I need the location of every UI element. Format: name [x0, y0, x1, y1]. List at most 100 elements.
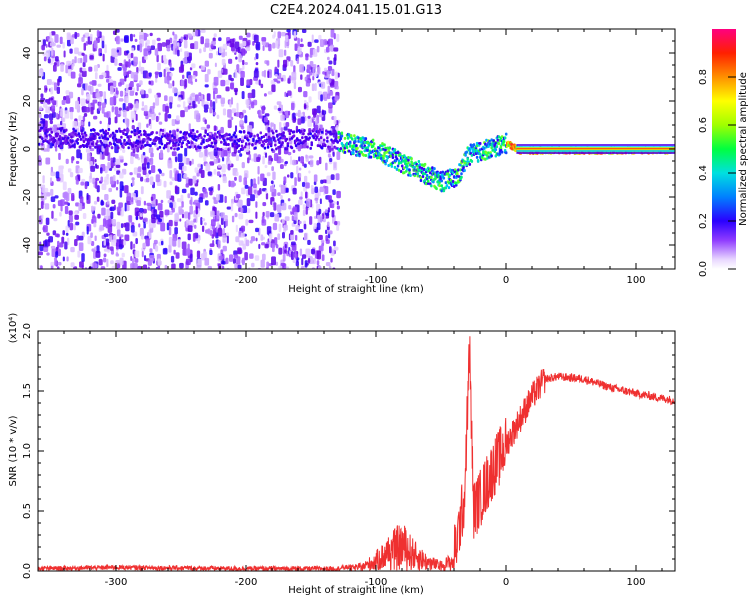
spectrogram-cell — [139, 227, 144, 237]
spectrogram-cell — [135, 132, 139, 136]
spectrogram-cell — [81, 52, 85, 56]
spectrogram-cell — [339, 137, 343, 141]
spectrogram-cell — [187, 141, 191, 145]
spectrogram-cell — [147, 266, 150, 269]
spectrogram-cell — [80, 120, 84, 126]
spectrogram-cell — [304, 260, 308, 268]
spectrogram-cell — [158, 145, 162, 149]
spectrogram-cell — [38, 106, 43, 111]
spectrogram-cell — [175, 156, 178, 163]
spectrogram-cell — [486, 156, 489, 160]
spectrogram-cell — [447, 181, 451, 185]
spectrogram-cell — [158, 121, 163, 125]
spectrogram-cell — [280, 77, 284, 82]
spectrogram-cell — [130, 255, 133, 261]
spectrogram-cell — [150, 152, 154, 158]
spectrogram-cell — [51, 143, 55, 147]
spectrogram-cell — [328, 60, 333, 65]
spectrogram-cell — [130, 225, 135, 233]
spectrogram-cell — [106, 78, 110, 83]
spectrogram-cell — [457, 168, 460, 172]
spectrogram-cell — [50, 105, 56, 112]
spectrogram-cell — [213, 33, 217, 38]
colorbar-label: Normalized spectral amplitude — [738, 72, 749, 226]
spectrogram-cell — [90, 106, 94, 115]
spectrogram-cell — [47, 58, 51, 64]
spectrogram-cell — [101, 106, 105, 114]
spectrogram-cell — [255, 227, 259, 233]
spectrogram-cell — [238, 199, 243, 209]
spectrogram-cell — [73, 145, 76, 149]
spectrogram-cell — [282, 131, 285, 135]
spectrogram-cell — [109, 246, 114, 251]
spectrogram-cell — [52, 204, 56, 209]
y-tick-label: 0 — [22, 146, 33, 152]
spectrogram-cell — [277, 59, 280, 68]
spectrogram-cell — [184, 106, 189, 113]
spectrogram-cell — [241, 259, 246, 264]
spectrogram-cell — [106, 258, 109, 268]
spectrogram-cell — [177, 198, 182, 203]
spectrogram-cell — [332, 151, 335, 157]
spectrogram-cell — [42, 175, 45, 184]
spectrogram-cell — [68, 91, 74, 99]
spectrogram-cell — [225, 143, 228, 147]
spectrogram-cell — [242, 40, 247, 47]
spectrogram-cell — [165, 142, 169, 146]
spectrogram-cell — [74, 239, 78, 247]
spectrogram-cell — [278, 146, 282, 155]
spectrogram-cell — [146, 162, 150, 169]
spectrogram-cell — [115, 164, 121, 169]
spectrogram-cell — [60, 199, 65, 207]
spectrogram-cell — [284, 110, 290, 119]
spectrogram-cell — [209, 144, 213, 148]
steady-tone-band — [516, 152, 675, 154]
spectrogram-cell — [95, 250, 101, 258]
spectrogram-cell — [240, 114, 243, 120]
spectrogram-cell — [92, 262, 97, 269]
spectrogram-cell — [81, 70, 87, 77]
spectrogram-cell — [416, 174, 420, 178]
spectrogram-cell — [76, 149, 81, 159]
colorbar-tick-label: 0.4 — [698, 165, 709, 181]
spectrogram-cell — [148, 169, 152, 175]
spectrogram-cell — [60, 120, 63, 126]
spectrogram-cell — [112, 157, 116, 163]
spectrogram-cell — [283, 59, 288, 68]
spectrogram-cell — [236, 202, 240, 207]
spectrogram-cell — [270, 122, 275, 127]
spectrogram-cell — [175, 252, 180, 259]
spectrogram-cell — [166, 190, 171, 199]
spectrogram-cell — [62, 41, 65, 49]
spectrogram-cell — [270, 148, 274, 152]
spectrogram-cell — [93, 249, 97, 259]
spectrogram-cell — [244, 62, 248, 66]
spectrogram-cell — [80, 129, 84, 133]
spectrogram-cell — [213, 158, 218, 164]
spectrogram-cell — [188, 134, 192, 138]
spectrogram-cell — [130, 151, 136, 157]
spectrogram-cell — [129, 90, 135, 96]
spectrogram-cell — [228, 180, 231, 187]
spectrogram-cell — [187, 75, 193, 84]
spectrogram-cell — [337, 135, 341, 139]
spectrogram-cell — [171, 177, 175, 181]
spectrogram-cell — [227, 109, 232, 118]
spectrogram-cell — [255, 80, 260, 85]
spectrogram-cell — [316, 105, 321, 114]
spectrogram-cells — [38, 29, 675, 269]
spectrogram-cell — [459, 168, 462, 172]
spectrogram-cell — [261, 242, 266, 246]
spectrogram-cell — [276, 204, 282, 213]
spectrogram-cell — [305, 191, 308, 199]
spectrogram-cell — [190, 187, 195, 196]
spectrogram-cell — [217, 164, 222, 169]
spectrogram-cell — [218, 136, 222, 140]
spectrogram-cell — [123, 162, 128, 166]
spectrogram-cell — [305, 248, 311, 258]
spectrogram-cell — [206, 93, 211, 102]
spectrogram-cell — [266, 226, 272, 235]
spectrogram-cell — [269, 233, 272, 242]
spectrogram-cell — [169, 202, 173, 208]
spectrogram-cell — [245, 99, 250, 105]
